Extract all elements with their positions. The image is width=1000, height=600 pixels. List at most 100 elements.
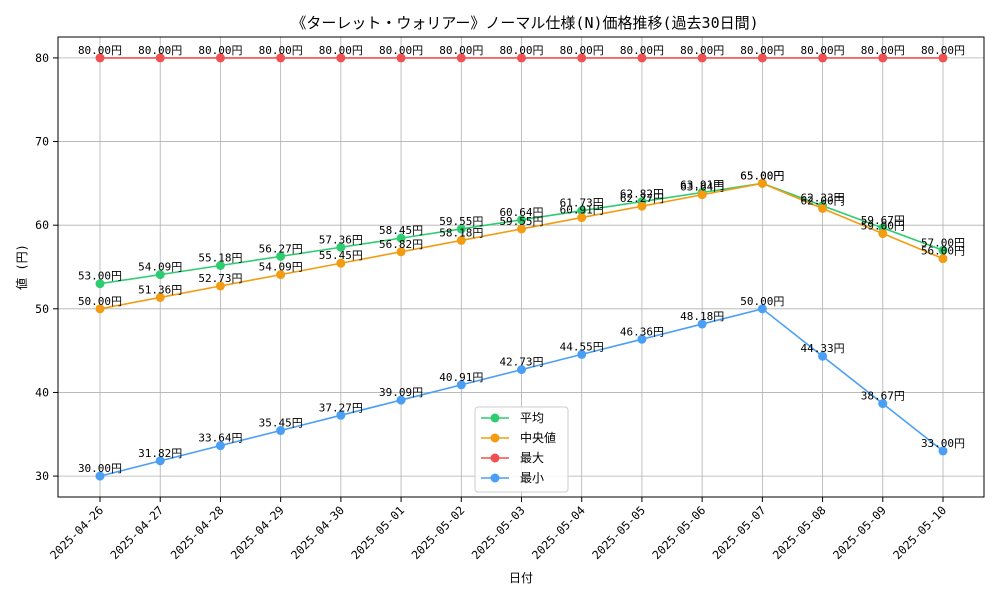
data-label: 63.64円 <box>680 181 724 194</box>
data-label: 58.18円 <box>439 226 483 239</box>
x-tick-label: 2025-04-29 <box>228 503 287 562</box>
y-axis-ticks: 30 40 50 60 70 80 <box>35 51 58 483</box>
data-label: 80.00円 <box>138 44 182 57</box>
data-point <box>517 53 526 63</box>
series-最小 <box>95 304 948 481</box>
x-tick-label: 2025-05-04 <box>529 503 588 562</box>
data-label: 54.09円 <box>259 261 303 274</box>
data-label: 53.00円 <box>78 270 122 283</box>
data-point <box>215 441 225 451</box>
x-tick-label: 2025-05-03 <box>469 503 528 562</box>
data-label: 80.00円 <box>921 44 965 57</box>
legend-box <box>474 406 569 493</box>
data-labels: 53.00円 54.09円 55.18円 56.27円 57.36円 58.45円 59.5… <box>78 44 965 475</box>
legend-marker <box>490 473 500 483</box>
data-label: 62.00円 <box>801 194 845 207</box>
data-label: 39.09円 <box>379 386 423 399</box>
data-point <box>336 410 346 420</box>
data-point <box>456 235 466 245</box>
data-point <box>878 399 888 409</box>
data-label: 44.33円 <box>801 342 845 355</box>
data-point <box>697 319 707 329</box>
data-point <box>697 53 707 63</box>
data-point <box>757 178 767 188</box>
data-label: 65.00円 <box>740 169 784 182</box>
data-label: 55.18円 <box>198 251 242 264</box>
data-point <box>155 53 165 63</box>
data-point <box>517 365 526 375</box>
data-label: 58.45円 <box>379 224 423 237</box>
data-label: 80.00円 <box>259 44 303 57</box>
y-tick-label: 30 <box>35 469 49 483</box>
data-label: 51.36円 <box>138 283 182 296</box>
data-point <box>155 270 165 280</box>
x-tick-label: 2025-05-02 <box>409 503 468 562</box>
data-point <box>276 426 286 436</box>
data-point <box>396 53 406 63</box>
data-label: 44.55円 <box>560 340 604 353</box>
x-tick-label: 2025-05-06 <box>649 503 708 562</box>
legend-label: 中央値 <box>520 430 556 445</box>
legend-marker <box>490 433 500 443</box>
data-label: 59.55円 <box>439 215 483 228</box>
data-label: 56.27円 <box>259 242 303 255</box>
data-point <box>95 53 105 63</box>
data-point <box>577 349 587 359</box>
y-tick-label: 60 <box>35 218 49 232</box>
legend-item: 最小 <box>481 471 544 485</box>
data-point <box>215 260 225 270</box>
data-point <box>577 206 587 216</box>
data-point <box>336 53 346 63</box>
data-label: 38.67円 <box>861 390 905 403</box>
data-point <box>95 471 105 481</box>
data-point <box>577 213 587 223</box>
data-label: 80.00円 <box>680 44 724 57</box>
data-label: 80.00円 <box>439 44 483 57</box>
data-point <box>938 254 948 264</box>
legend-marker <box>490 453 500 463</box>
data-label: 80.00円 <box>560 44 604 57</box>
legend-item: 中央値 <box>481 430 556 445</box>
data-point <box>95 279 105 289</box>
data-label: 57.36円 <box>319 233 363 246</box>
data-point <box>637 53 647 63</box>
data-label: 80.00円 <box>78 44 122 57</box>
data-label: 62.82円 <box>620 188 664 201</box>
data-label: 33.64円 <box>198 432 242 445</box>
x-tick-label: 2025-05-10 <box>890 503 949 562</box>
chart-title: 《ターレット・ウォリアー》ノーマル仕様(N)価格推移(過去30日間) <box>291 14 758 32</box>
data-point <box>95 304 105 314</box>
data-label: 80.00円 <box>861 44 905 57</box>
x-tick-label: 2025-05-09 <box>830 503 889 562</box>
data-point <box>938 245 948 255</box>
data-point <box>517 215 526 225</box>
data-label: 37.27円 <box>319 401 363 414</box>
data-label: 40.91円 <box>439 371 483 384</box>
legend-label: 最大 <box>520 451 544 465</box>
data-label: 80.00円 <box>499 44 543 57</box>
legend-marker <box>490 413 500 423</box>
legend-label: 最小 <box>520 471 544 485</box>
data-label: 46.36円 <box>620 325 664 338</box>
x-tick-label: 2025-05-07 <box>710 503 769 562</box>
series-中央値 <box>95 178 948 314</box>
data-point <box>517 224 526 234</box>
data-point <box>396 233 406 243</box>
data-point <box>215 281 225 291</box>
legend-label: 平均 <box>520 411 544 425</box>
data-label: 61.73円 <box>560 197 604 210</box>
x-tick-label: 2025-05-05 <box>589 503 648 562</box>
data-label: 30.00円 <box>78 462 122 475</box>
data-point <box>938 53 948 63</box>
y-tick-label: 50 <box>35 302 49 316</box>
data-label: 35.45円 <box>259 417 303 430</box>
legend-item: 最大 <box>481 451 544 465</box>
data-point <box>577 53 587 63</box>
data-point <box>818 203 828 213</box>
data-label: 80.00円 <box>198 44 242 57</box>
data-point <box>215 53 225 63</box>
y-tick-label: 80 <box>35 51 49 65</box>
data-label: 80.00円 <box>740 44 784 57</box>
data-point <box>155 292 165 302</box>
